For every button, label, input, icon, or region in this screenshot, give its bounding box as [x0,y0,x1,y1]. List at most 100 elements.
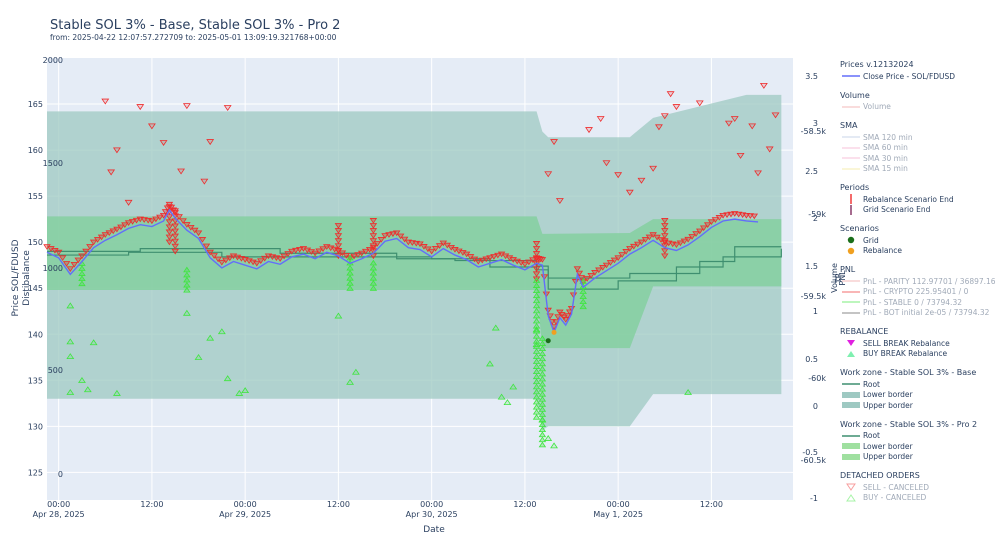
legend-item-label: Root [863,431,880,441]
legend-item[interactable]: Close Price - SOL/FDUSD [840,71,998,82]
legend-item[interactable]: Upper border [840,452,998,463]
legend-item[interactable]: Grid Scenario End [840,204,998,216]
pnl-tick-label: -59k [808,210,826,219]
legend-item-label: SMA 30 min [863,153,908,163]
sell-order-mark [171,208,179,214]
legend-item-label: Grid [863,235,879,245]
buy-order-mark [532,292,541,299]
y-tick-label: 155 [28,192,43,201]
legend-group: Periods Rebalance Scenario End Grid Scenar… [840,183,998,215]
sell-order-mark [587,273,595,279]
buy-order-mark [532,353,541,359]
legend-item[interactable]: Root [840,379,998,390]
legend-item[interactable]: BUY BREAK Rebalance [840,349,998,360]
buy-order-mark [183,266,191,273]
sell-canceled-marker [771,112,780,119]
legend-item[interactable]: SMA 60 min [840,143,998,154]
legend-item[interactable]: SELL BREAK Rebalance [840,338,998,349]
buy-order-mark [346,254,354,261]
legend-swatch [847,237,855,244]
legend-item[interactable]: Lower border [840,441,998,452]
legend-item[interactable]: PnL - PARITY 112.97701 / 36897.16 [840,276,998,287]
buy-canceled-marker [550,442,558,449]
sell-order-mark [101,232,110,238]
sell-order-mark [595,267,603,274]
sell-order-mark [70,261,79,268]
buy-order-mark [538,436,547,443]
dist-tick-label: 1500 [43,159,63,168]
buy-order-mark [532,398,541,405]
y-axis-title-2: Distibalance [22,250,32,306]
legend-item[interactable]: SELL - CANCELED [840,482,998,493]
buy-order-mark [369,280,378,286]
sell-canceled-marker [107,169,116,176]
sell-order-mark [257,258,265,264]
sell-order-mark [561,317,570,323]
legend-item[interactable]: Rebalance [840,246,998,257]
legend-item[interactable]: PnL - STABLE 0 / 73794.32 [840,297,998,308]
sell-order-mark [707,219,716,226]
buy-order-mark [532,338,541,344]
sell-order-mark [486,255,494,261]
legend-item[interactable]: Lower border [840,390,998,401]
buy-order-mark [78,275,86,282]
legend-group-title: Work zone - Stable SOL 3% - Base [840,368,977,377]
y-tick-label: 160 [28,146,43,155]
sell-order-clusters [43,201,759,331]
buy-order-mark [579,303,587,310]
sell-canceled-marker [206,139,215,146]
buy-canceled-marker [503,399,512,406]
right-axis-title-pnl: PNL [838,270,847,286]
volume-tick-label: 1.5 [805,262,818,271]
legend-group-title: DETACHED ORDERS [840,471,920,480]
buy-order-mark [538,345,547,352]
sell-order-mark [253,260,261,267]
legend-item[interactable]: Rebalance Scenario End [840,194,998,205]
legend-item[interactable]: BUY - CANCELED [840,493,998,504]
sell-order-mark [385,232,393,238]
legend-item[interactable]: PnL - CRYPTO 225.95401 / 0 [840,287,998,298]
legend-group-title: Prices v.12132024 [840,60,914,69]
buy-order-mark [183,281,191,288]
sell-order-mark [599,265,607,271]
sell-order-mark [280,253,288,260]
buy-order-mark [538,401,547,407]
legend-group-title: Scenarios [840,224,879,233]
pnl-tick-label: -59.5k [801,292,827,301]
buy-canceled-marker [241,387,250,394]
legend-swatch [842,443,860,450]
buy-canceled-marker [206,334,215,341]
buy-order-mark [532,388,541,395]
buy-order-mark [369,285,378,291]
sell-canceled-marker [602,160,611,167]
sell-order-mark [431,246,440,252]
legend-item[interactable]: Root [840,431,998,442]
buy-order-mark [532,297,541,304]
sell-order-mark [159,212,168,219]
legend-swatch [850,204,852,215]
x-tick-label: 00:00 May 1, 2025 [593,500,643,519]
legend-item[interactable]: PnL - BOT initial 2e-05 / 73794.32 [840,308,998,319]
sell-order-mark [86,244,94,250]
pro-work-zone [47,216,782,349]
buy-order-mark [538,340,547,346]
legend-item[interactable]: Upper border [840,400,998,411]
legend-item[interactable]: Grid [840,235,998,246]
buy-canceled-marker [89,339,98,346]
legend-item[interactable]: SMA 30 min [840,153,998,164]
buy-order-mark [532,393,541,400]
legend-item[interactable]: SMA 120 min [840,132,998,143]
buy-order-mark [532,363,541,369]
buy-order-mark [579,298,587,305]
legend-swatch [846,483,856,492]
buy-order-mark [183,286,191,293]
buy-order-mark [538,370,547,377]
volume-tick-label: -0.5 [802,448,818,457]
dist-tick-label: 2000 [43,56,63,65]
legend-item[interactable]: Volume [840,102,998,113]
sell-order-mark [381,233,389,239]
legend-item[interactable]: SMA 15 min [840,164,998,175]
chart-legend[interactable]: Prices v.12132024 Close Price - SOL/FDUSD… [840,60,998,512]
buy-order-mark [532,414,541,420]
